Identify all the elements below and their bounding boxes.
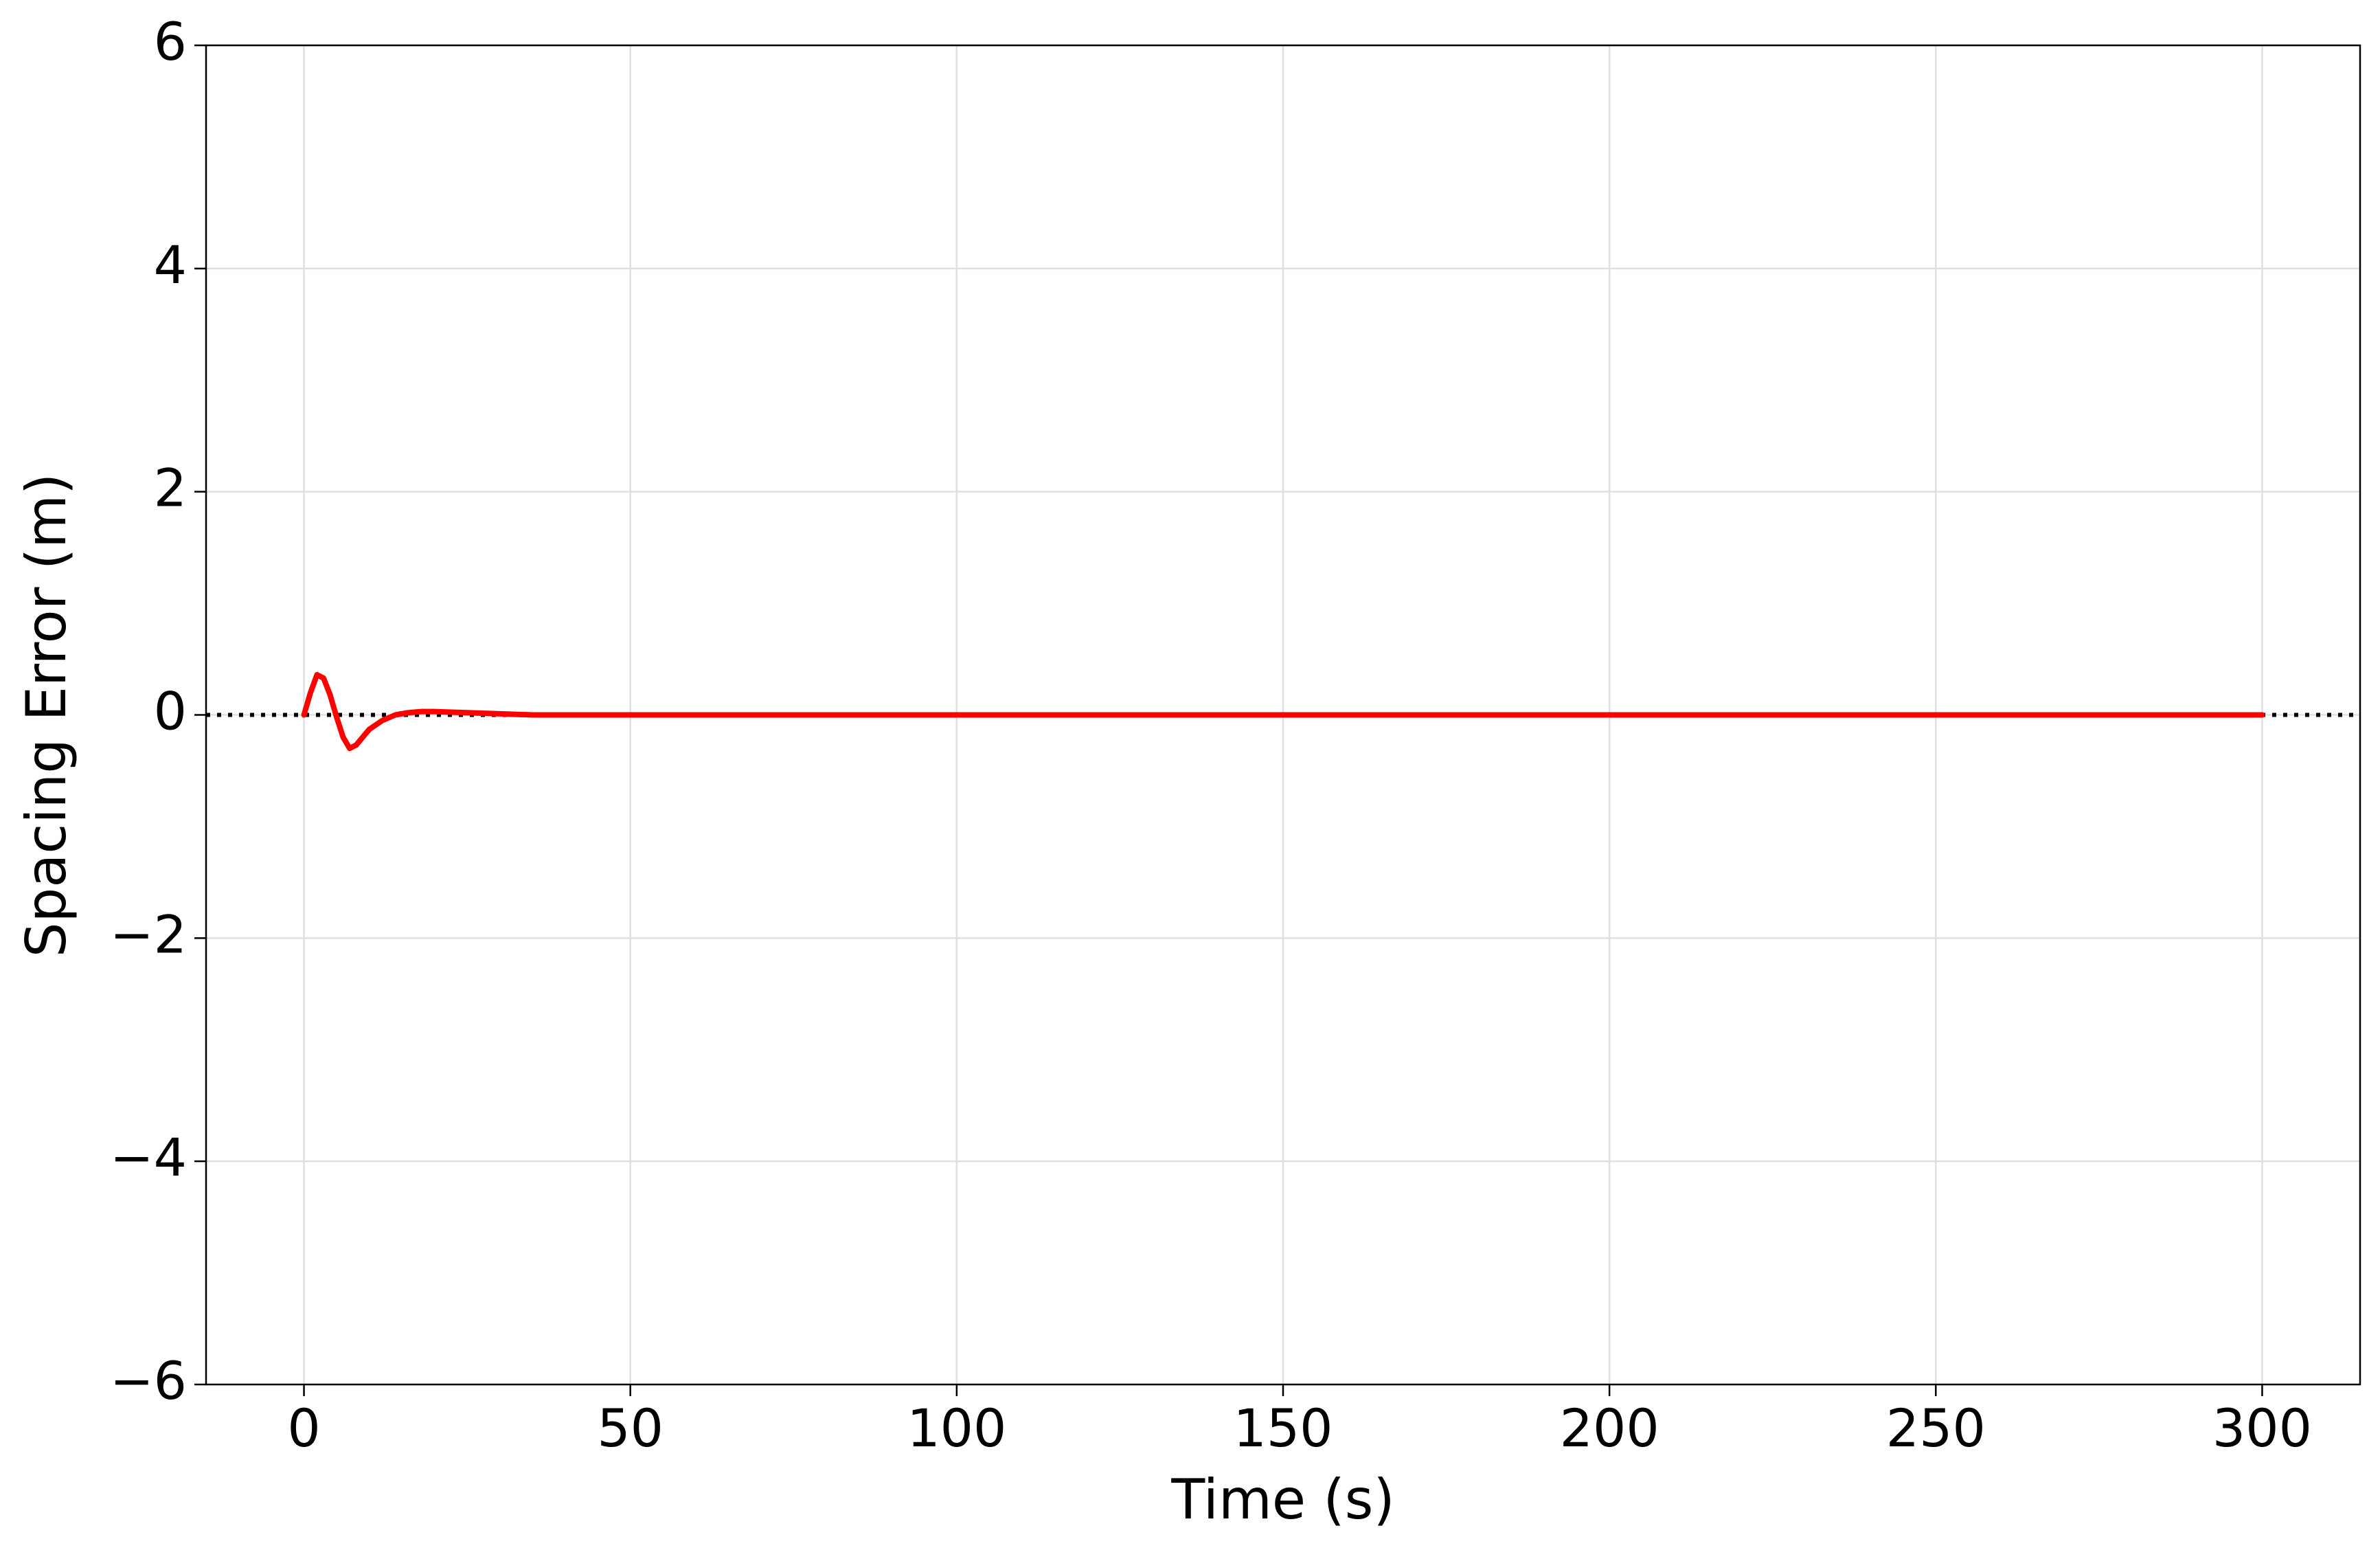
data-line (301, 672, 2265, 752)
y-tick-label: 4 (154, 234, 187, 295)
y-tick-label: −2 (110, 904, 187, 965)
x-tick-label: 150 (1233, 1398, 1333, 1459)
x-tick-label: 300 (2212, 1398, 2312, 1459)
x-tick-label: 50 (597, 1398, 664, 1459)
x-tick-label: 200 (1560, 1398, 1659, 1459)
y-tick-label: −4 (110, 1127, 187, 1188)
x-axis-label: Time (s) (1170, 1468, 1394, 1532)
x-tick-label: 0 (287, 1398, 320, 1459)
x-tick-label: 100 (907, 1398, 1006, 1459)
y-tick-label: −6 (110, 1350, 187, 1411)
y-axis-label: Spacing Error (m) (14, 473, 78, 958)
y-tick-label: 2 (154, 458, 187, 519)
x-tick-label: 250 (1886, 1398, 1986, 1459)
plot-frame (205, 44, 2361, 1386)
y-tick-label: 0 (154, 680, 187, 741)
y-tick-label: 6 (154, 11, 187, 72)
